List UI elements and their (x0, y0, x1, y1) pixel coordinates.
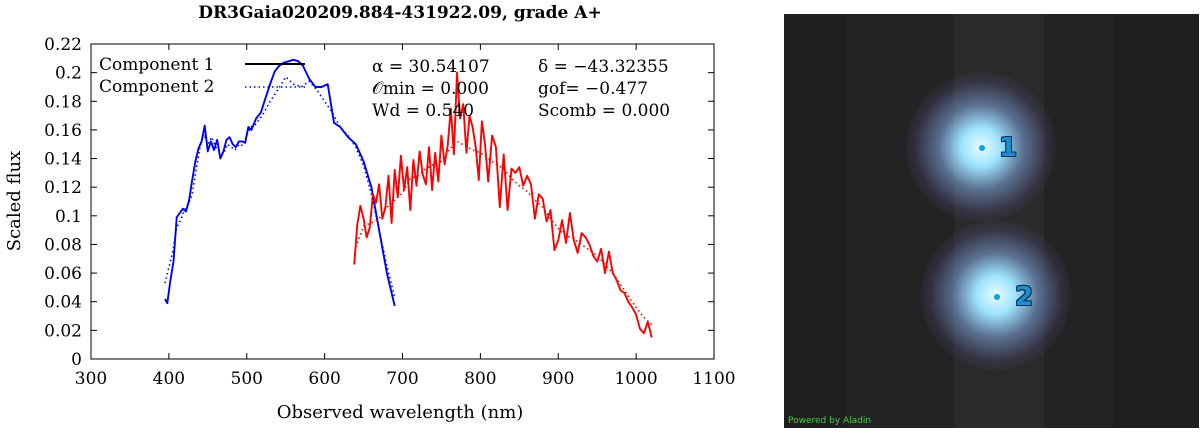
legend: Component 1 Component 2 (99, 55, 305, 97)
x-tick-label: 300 (75, 369, 107, 389)
fit-annotations: α = 30.54107 δ = −43.32355 𝒪min = 0.000 … (372, 57, 670, 121)
annotation-delta: δ = −43.32355 (538, 57, 669, 77)
annotation-wd: Wd = 0.540 (372, 101, 474, 121)
x-tick-label: 700 (386, 369, 418, 389)
annotation-gof: gof= −0.477 (538, 79, 648, 99)
y-axis-label: Scaled flux (4, 151, 25, 252)
x-tick-label: 800 (464, 369, 496, 389)
spectrum-chart: DR3Gaia020209.884-431922.09, grade A+ 00… (4, 3, 736, 423)
y-axis-ticks: 0 0.02 0.04 0.06 0.08 0.1 0.12 0.14 0.16 0.18 0.2 0… (44, 35, 714, 370)
y-tick-label: 0.02 (44, 321, 82, 341)
y-tick-label: 0.2 (55, 64, 82, 84)
x-tick-label: 500 (231, 369, 263, 389)
x-tick-label: 900 (542, 369, 574, 389)
annotation-scomb: Scomb = 0.000 (538, 101, 670, 121)
series-line-component-2-bp (164, 76, 396, 298)
y-tick-label: 0.22 (44, 35, 82, 55)
sky-stripe (784, 14, 846, 428)
y-tick-label: 0.14 (44, 150, 82, 170)
legend-label-component-2: Component 2 (99, 77, 215, 97)
y-tick-label: 0.08 (44, 235, 82, 255)
x-tick-label: 1000 (614, 369, 657, 389)
annotation-omin: 𝒪min = 0.000 (372, 79, 489, 99)
legend-label-component-1: Component 1 (99, 55, 215, 75)
source-marker-1 (979, 145, 985, 151)
y-tick-label: 0.18 (44, 92, 82, 112)
x-axis-ticks: 300 400 500 600 700 800 900 1000 1100 (75, 44, 736, 389)
annotation-alpha: α = 30.54107 (372, 57, 490, 77)
x-tick-label: 600 (308, 369, 340, 389)
sky-stripe (1114, 14, 1199, 428)
source-marker-2 (994, 294, 1000, 300)
source-label-1: 1 (999, 133, 1018, 163)
series-line-component-2-rp (355, 140, 653, 326)
sky-image-panel: 1 2 Powered by Aladin (784, 14, 1199, 428)
x-tick-label: 1100 (692, 369, 735, 389)
y-tick-label: 0.04 (44, 293, 82, 313)
source-label-2: 2 (1015, 282, 1034, 312)
y-tick-label: 0.06 (44, 264, 82, 284)
x-tick-label: 400 (153, 369, 185, 389)
series-line-component-1-bp (164, 58, 396, 307)
y-tick-label: 0 (71, 350, 82, 370)
y-tick-label: 0.12 (44, 178, 82, 198)
series-layer (164, 58, 653, 338)
y-tick-label: 0.1 (55, 207, 82, 227)
x-axis-label: Observed wavelength (nm) (277, 402, 524, 423)
aladin-credit: Powered by Aladin (788, 416, 872, 426)
series-line-component-1-rp (353, 71, 653, 338)
y-tick-label: 0.16 (44, 121, 82, 141)
chart-title: DR3Gaia020209.884-431922.09, grade A+ (198, 3, 601, 23)
